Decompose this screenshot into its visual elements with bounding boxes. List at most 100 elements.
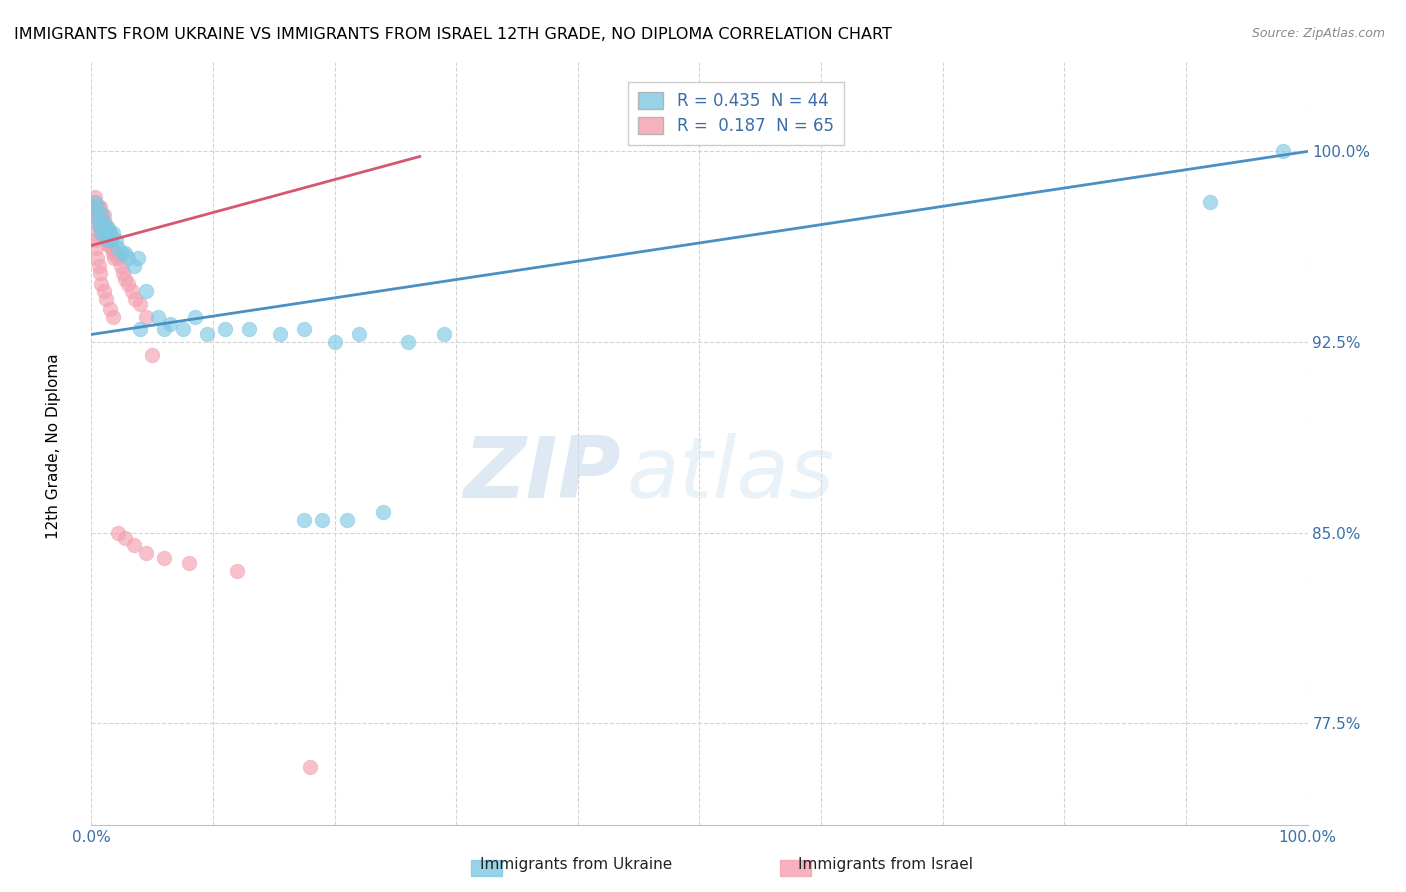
Point (84, 241, 107, 255)
Point (135, 546, 157, 560)
Point (86, 200, 108, 214)
Point (91, 226, 114, 240)
Point (96, 220, 118, 235)
Text: ZIP: ZIP (463, 433, 620, 516)
Point (292, 513, 315, 527)
Point (373, 505, 395, 519)
Point (159, 318, 181, 332)
Point (91, 216, 114, 230)
Text: 12th Grade, No Diploma: 12th Grade, No Diploma (46, 353, 60, 539)
Point (100, 233, 122, 247)
Point (93, 208, 115, 222)
Point (84, 195, 107, 210)
Point (121, 285, 143, 299)
Text: Source: ZipAtlas.com: Source: ZipAtlas.com (1251, 27, 1385, 40)
Point (86, 208, 108, 222)
Point (98, 226, 121, 240)
Point (96, 233, 118, 247)
Point (269, 327, 291, 342)
Point (111, 267, 134, 281)
Point (84, 200, 107, 214)
Point (103, 251, 125, 265)
Point (86, 200, 108, 214)
Point (117, 277, 139, 291)
Point (292, 322, 315, 336)
Point (103, 246, 125, 260)
Point (114, 271, 136, 285)
Point (124, 292, 146, 306)
Point (117, 251, 139, 265)
Point (129, 322, 152, 336)
Point (107, 525, 129, 540)
Point (311, 513, 333, 527)
Point (148, 310, 170, 324)
Text: IMMIGRANTS FROM UKRAINE VS IMMIGRANTS FROM ISRAEL 12TH GRADE, NO DIPLOMA CORRELA: IMMIGRANTS FROM UKRAINE VS IMMIGRANTS FR… (14, 27, 891, 42)
Point (97, 238, 120, 252)
Point (100, 233, 122, 247)
Legend: R = 0.435  N = 44, R =  0.187  N = 65: R = 0.435 N = 44, R = 0.187 N = 65 (628, 82, 844, 145)
Point (83, 195, 105, 210)
Point (238, 322, 260, 336)
Point (103, 310, 125, 324)
Point (135, 310, 157, 324)
Point (90, 226, 112, 240)
Point (98, 238, 121, 252)
Point (93, 285, 115, 299)
Point (98, 301, 121, 316)
Point (89, 220, 111, 235)
Point (104, 233, 127, 247)
Point (177, 556, 200, 570)
Point (184, 310, 207, 324)
Point (114, 531, 136, 545)
Point (122, 538, 145, 552)
Point (111, 246, 134, 260)
Point (89, 200, 111, 214)
Point (336, 513, 359, 527)
Point (83, 226, 105, 240)
Point (104, 246, 127, 260)
Point (103, 226, 125, 240)
Point (94, 226, 117, 240)
Text: Immigrants from Ukraine: Immigrants from Ukraine (481, 857, 672, 872)
Point (87, 200, 110, 214)
Point (101, 241, 124, 255)
Point (93, 220, 115, 235)
Point (94, 226, 117, 240)
Text: Immigrants from Israel: Immigrants from Israel (799, 857, 973, 872)
Point (96, 233, 118, 247)
Point (122, 259, 145, 273)
Point (93, 216, 115, 230)
Point (87, 259, 110, 273)
Point (153, 551, 176, 566)
Point (84, 208, 107, 222)
Point (89, 220, 111, 235)
Point (135, 285, 157, 299)
Point (127, 251, 149, 265)
Point (90, 216, 112, 230)
Point (141, 348, 163, 362)
Point (97, 226, 120, 240)
Point (87, 208, 110, 222)
Point (323, 334, 346, 349)
Point (97, 220, 120, 235)
Point (90, 208, 112, 222)
Point (94, 220, 117, 235)
Point (84, 200, 107, 214)
Point (87, 216, 110, 230)
Point (214, 322, 236, 336)
Point (84, 233, 107, 247)
Point (84, 190, 107, 204)
Point (98, 226, 121, 240)
Text: atlas: atlas (627, 433, 835, 516)
Point (129, 297, 152, 311)
Point (84, 208, 107, 222)
Point (195, 327, 218, 342)
Point (114, 246, 136, 260)
Point (91, 208, 114, 222)
Point (107, 251, 129, 265)
Point (94, 220, 117, 235)
Point (1199, 195, 1222, 210)
Point (299, 759, 322, 773)
Point (94, 292, 117, 306)
Point (1272, 145, 1295, 159)
